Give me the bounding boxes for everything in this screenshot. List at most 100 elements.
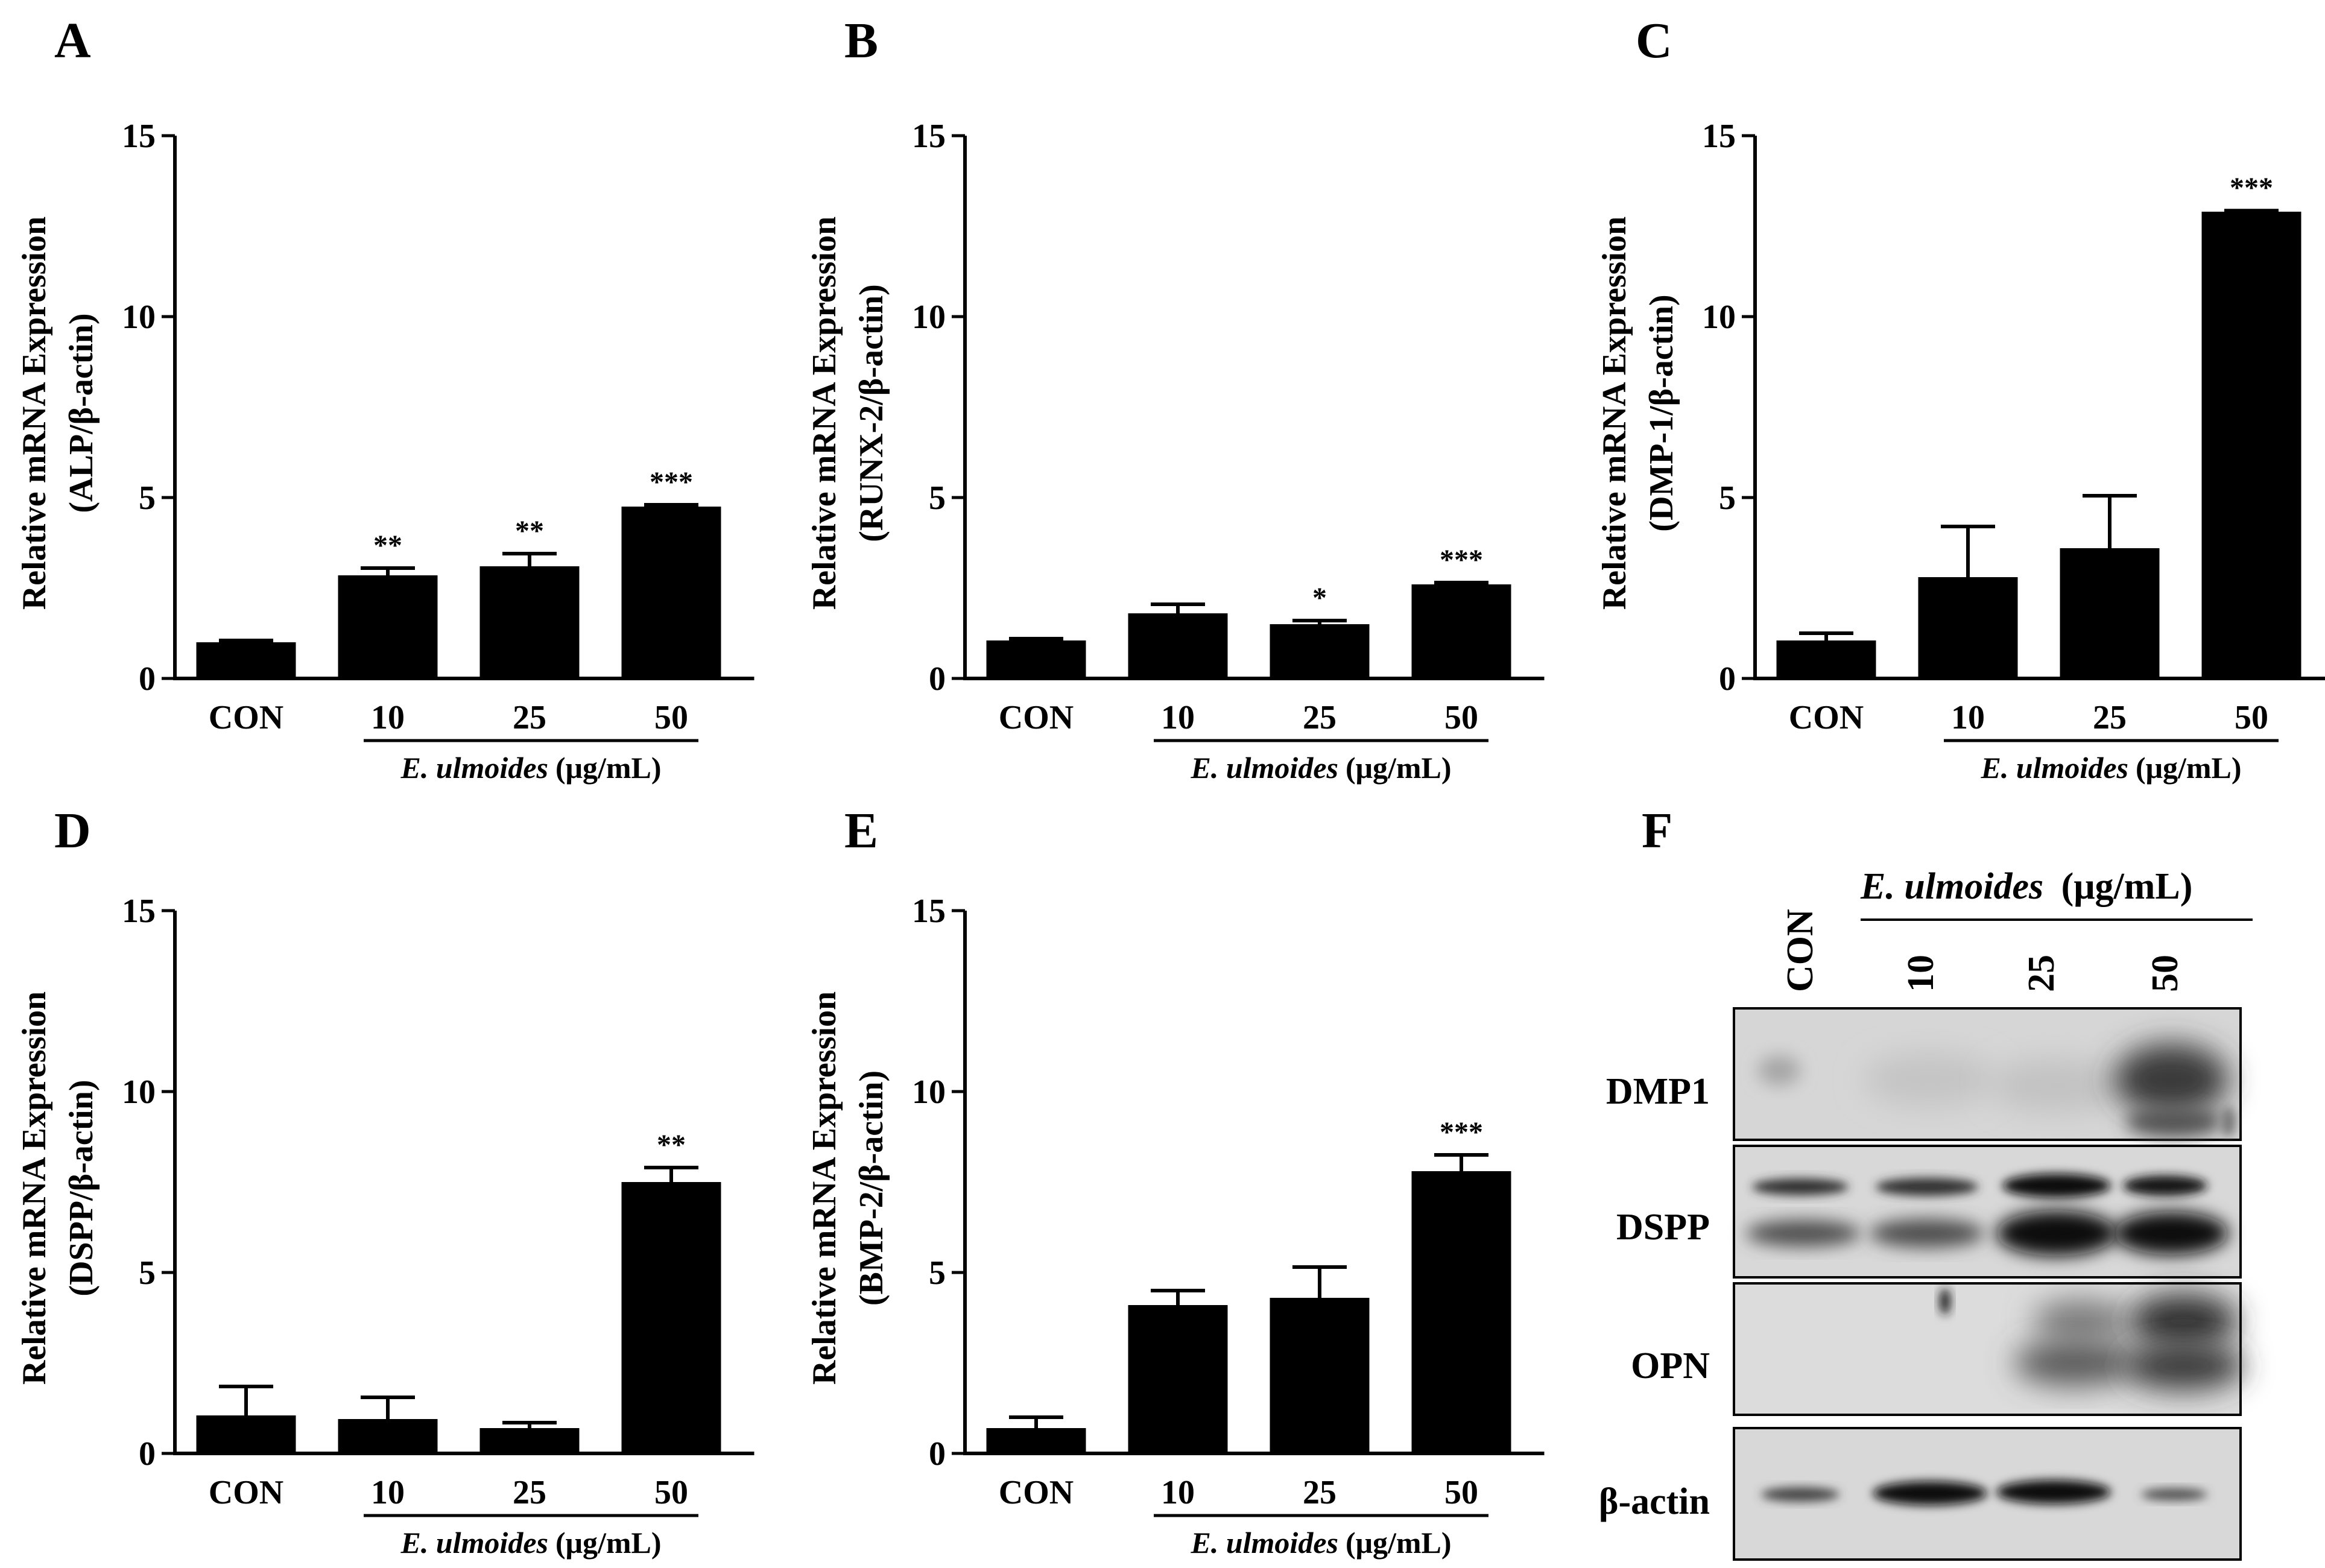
- chart-bmp2: 0 5 10 15 Relative mRNA Expression (BMP-2/β-a…: [806, 893, 1545, 1560]
- c4-x-tick-label-2: 25: [1303, 1474, 1336, 1511]
- c2-bar-0: [1776, 640, 1876, 678]
- c3-x-group-italic: E. ulmoides: [400, 1526, 548, 1560]
- panel-letter-b: B: [844, 13, 878, 69]
- c0-significance-2: **: [515, 515, 544, 547]
- c3-y-tick-label-2: 10: [122, 1073, 156, 1111]
- c0-y-axis-label-line-1: (ALP/β-actin): [63, 313, 100, 513]
- c3-significance-3: **: [657, 1129, 686, 1161]
- c2-x-tick-label-3: 50: [2235, 699, 2268, 736]
- blot-strip-dspp: [1733, 1145, 2242, 1279]
- c4-bar-0: [986, 1428, 1086, 1453]
- c1-y-axis-label-line-0: Relative mRNA Expression: [806, 217, 843, 610]
- c1-y-tick-label-1: 5: [929, 479, 946, 517]
- c1-bar-3: [1411, 584, 1511, 678]
- c4-x-group-italic: E. ulmoides: [1190, 1526, 1338, 1560]
- c4-bar-1: [1128, 1305, 1228, 1453]
- c1-bar-2: [1270, 624, 1370, 678]
- c2-y-tick-label-1: 5: [1719, 479, 1736, 517]
- c0-y-axis-label: Relative mRNA Expression (ALP/β-actin): [16, 217, 100, 610]
- c1-x-tick-label-1: 10: [1161, 699, 1195, 736]
- c1-bar-0: [986, 640, 1086, 678]
- c3-bar-2: [479, 1428, 580, 1453]
- c0-x-tick-label-1: 10: [371, 699, 405, 736]
- c2-x-tick-label-2: 25: [2093, 699, 2127, 736]
- c2-x-group-unit: (μg/mL): [2136, 751, 2242, 785]
- blot-strip-dmp1: [1733, 1007, 2242, 1141]
- c1-y-tick-label-2: 10: [912, 299, 946, 336]
- c3-x-tick-label-2: 25: [513, 1474, 546, 1511]
- western-blot-panel: E. ulmoides (μg/mL) CON 10 25 50 DMP1 DS…: [1599, 866, 2253, 1561]
- c2-y-tick-label-2: 10: [1702, 299, 1736, 336]
- c1-significance-2: *: [1312, 582, 1327, 614]
- c4-y-tick-label-2: 10: [912, 1073, 946, 1111]
- c4-y-axis-label: Relative mRNA Expression (BMP-2/β-actin): [806, 991, 890, 1385]
- c3-x-group-unit: (μg/mL): [555, 1526, 662, 1560]
- c0-y-tick-label-2: 10: [122, 299, 156, 336]
- c2-y-axis-label-line-1: (DMP-1/β-actin): [1643, 294, 1680, 531]
- c0-significance-3: ***: [650, 466, 693, 498]
- blot-lane-50: 50: [2145, 955, 2186, 992]
- c2-y-axis-label: Relative mRNA Expression (DMP-1/β-actin): [1596, 217, 1680, 610]
- c4-y-tick-label-1: 5: [929, 1254, 946, 1292]
- c2-x-tick-label-1: 10: [1951, 699, 1985, 736]
- chart-alp: 0 5 10 15 Relative mRNA Expression (ALP/β-act…: [16, 118, 754, 785]
- c0-bar-1: [338, 575, 438, 678]
- c0-y-axis-label-line-0: Relative mRNA Expression: [16, 217, 53, 610]
- blot-strip-beta-actin: [1733, 1427, 2242, 1561]
- c1-y-axis-label: Relative mRNA Expression (RUNX-2/β-actin): [806, 217, 890, 610]
- c3-x-group-label: E. ulmoides (μg/mL): [400, 1526, 661, 1560]
- c0-x-tick-label-0: CON: [209, 699, 283, 736]
- c2-bar-2: [2060, 548, 2160, 678]
- c4-x-tick-label-0: CON: [999, 1474, 1074, 1511]
- c2-y-tick-label-3: 15: [1702, 118, 1736, 155]
- c0-y-tick-label-1: 5: [139, 479, 156, 517]
- blot-treatment-header: E. ulmoides (μg/mL): [1860, 866, 2192, 907]
- c3-x-tick-label-0: CON: [209, 1474, 283, 1511]
- c2-x-tick-label-0: CON: [1789, 699, 1864, 736]
- c3-bar-1: [338, 1419, 438, 1453]
- c3-y-tick-label-1: 5: [139, 1254, 156, 1292]
- c3-y-axis-label-line-1: (DSPP/β-actin): [63, 1080, 100, 1296]
- c2-bar-1: [1918, 577, 2018, 678]
- c2-significance-3: ***: [2230, 172, 2273, 204]
- panel-letter-c: C: [1636, 13, 1672, 69]
- c1-x-group-label: E. ulmoides (μg/mL): [1190, 751, 1451, 785]
- c4-y-tick-label-0: 0: [929, 1435, 946, 1473]
- blot-row-label-dspp: DSPP: [1616, 1207, 1710, 1248]
- c4-x-group-label: E. ulmoides (μg/mL): [1190, 1526, 1451, 1560]
- c3-bar-0: [196, 1415, 296, 1453]
- c0-significance-1: **: [373, 530, 402, 561]
- c0-bar-2: [479, 566, 580, 678]
- c0-x-group-italic: E. ulmoides: [400, 751, 548, 785]
- c0-y-tick-label-3: 15: [122, 118, 156, 155]
- c3-y-axis-label: Relative mRNA Expression (DSPP/β-actin): [16, 991, 100, 1385]
- c3-x-tick-label-1: 10: [371, 1474, 405, 1511]
- c0-x-tick-label-2: 25: [513, 699, 546, 736]
- c4-bar-3: [1411, 1171, 1511, 1453]
- c1-y-tick-label-0: 0: [929, 660, 946, 698]
- c3-y-axis-label-line-0: Relative mRNA Expression: [16, 991, 53, 1385]
- c1-y-axis-label-line-1: (RUNX-2/β-actin): [853, 284, 890, 542]
- c4-y-axis-label-line-0: Relative mRNA Expression: [806, 991, 843, 1385]
- c1-bar-1: [1128, 613, 1228, 678]
- blot-header-unit: (μg/mL): [2061, 866, 2193, 907]
- blot-strip-opn: [1733, 1282, 2244, 1416]
- c1-x-tick-label-3: 50: [1444, 699, 1478, 736]
- blot-lane-25: 25: [2021, 955, 2062, 992]
- c0-bar-0: [196, 642, 296, 678]
- c0-x-group-unit: (μg/mL): [555, 751, 662, 785]
- blot-row-label-beta-actin: β-actin: [1599, 1481, 1710, 1522]
- c4-y-tick-label-3: 15: [912, 893, 946, 930]
- blot-lane-con: CON: [1780, 909, 1821, 992]
- c4-x-tick-label-3: 50: [1444, 1474, 1478, 1511]
- panel-letter-a: A: [54, 13, 91, 69]
- c4-bar-2: [1270, 1298, 1370, 1453]
- c3-x-tick-label-3: 50: [654, 1474, 688, 1511]
- c3-bar-3: [621, 1182, 721, 1453]
- c4-significance-3: ***: [1440, 1116, 1483, 1148]
- c3-y-tick-label-0: 0: [139, 1435, 156, 1473]
- blot-row-label-opn: OPN: [1631, 1345, 1710, 1386]
- c0-bar-3: [621, 507, 721, 678]
- c2-x-group-label: E. ulmoides (μg/mL): [1980, 751, 2241, 785]
